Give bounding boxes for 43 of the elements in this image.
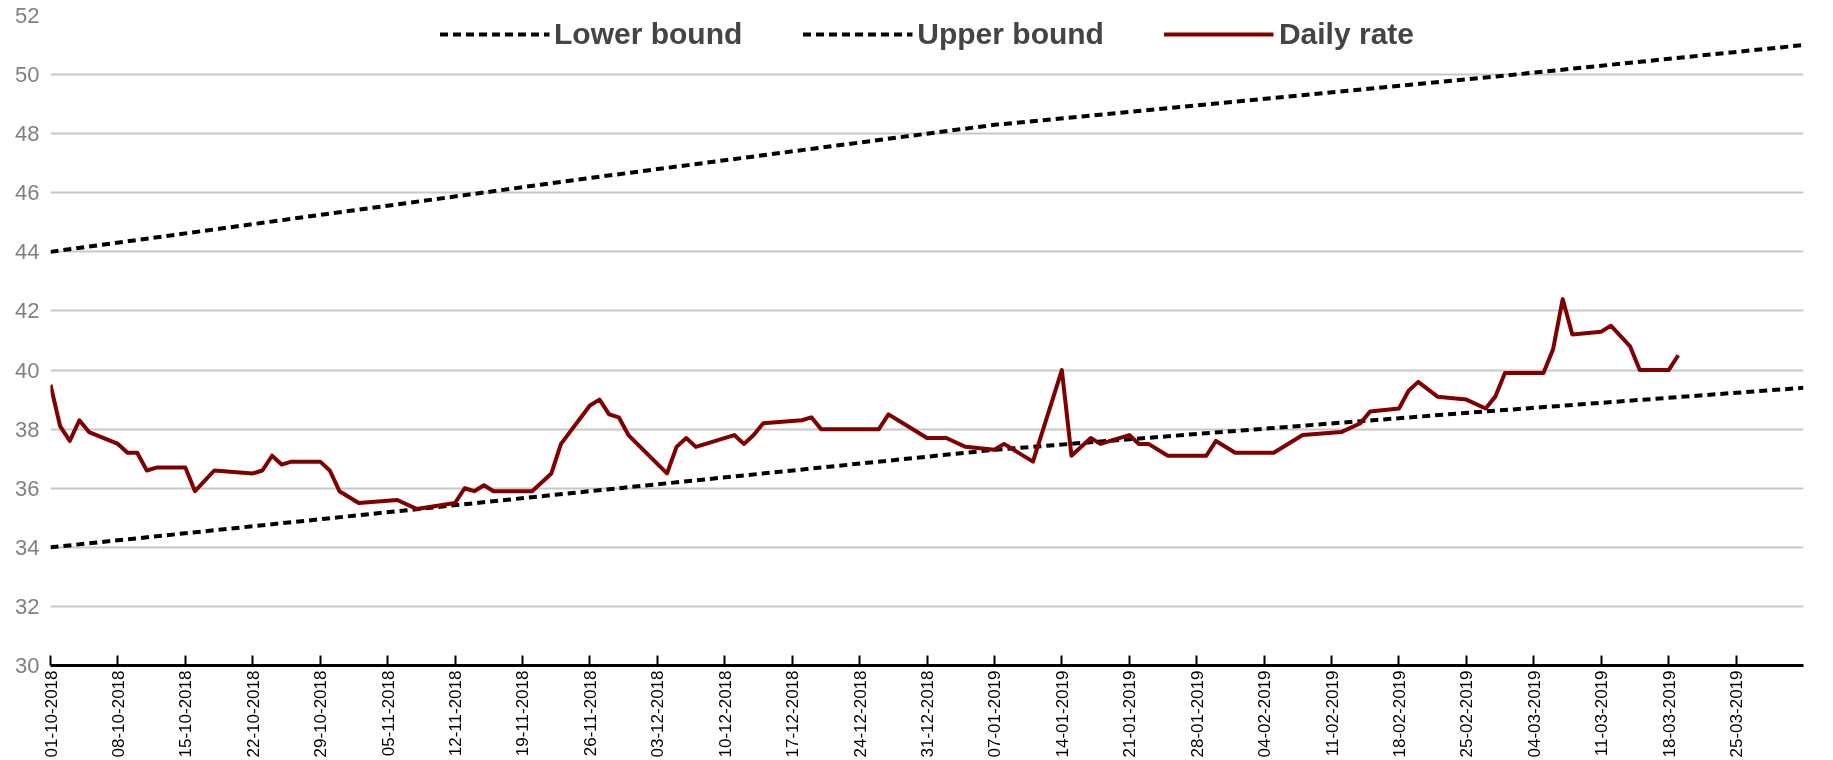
x-tick-label: 17-12-2018 [783, 670, 803, 758]
x-tick-label: 03-12-2018 [648, 670, 668, 758]
line-series [50, 297, 1681, 511]
y-tick-label: 40 [15, 357, 40, 383]
x-tick-label: 24-12-2018 [850, 670, 870, 758]
x-tick-label: 04-02-2019 [1255, 670, 1275, 758]
x-tick-label: 26-11-2018 [580, 670, 600, 757]
y-tick-label: 36 [15, 475, 40, 501]
x-tick-label: 12-11-2018 [446, 670, 466, 757]
y-tick-label: 46 [15, 180, 40, 206]
y-tick-label: 50 [15, 62, 40, 88]
x-tick-label: 19-11-2018 [513, 670, 533, 757]
line-series [50, 385, 1804, 550]
x-tick-label: 21-01-2019 [1120, 670, 1140, 758]
y-tick-label: 32 [15, 593, 40, 619]
x-tick-label: 25-02-2019 [1457, 670, 1477, 758]
x-tick-label: 10-12-2018 [715, 670, 735, 758]
x-tick-label: 18-02-2019 [1389, 670, 1409, 758]
x-tick-label: 18-03-2019 [1659, 670, 1679, 758]
x-tick-label: 07-01-2019 [985, 670, 1005, 758]
y-tick-label: 34 [15, 534, 40, 560]
x-tick-label: 14-01-2019 [1052, 670, 1072, 758]
x-tick-label: 05-11-2018 [378, 670, 398, 757]
x-tick-label: 11-03-2019 [1592, 670, 1612, 757]
y-tick-label: 52 [15, 3, 40, 28]
y-tick-label: 30 [15, 653, 40, 678]
x-tick-label: 08-10-2018 [108, 670, 128, 758]
y-tick-label: 42 [15, 298, 40, 324]
y-tick-label: 44 [15, 239, 40, 265]
x-tick-label: 15-10-2018 [176, 670, 196, 758]
legend-label: Upper bound [917, 17, 1104, 51]
x-tick-label: 11-02-2019 [1322, 670, 1342, 757]
y-tick-label: 38 [15, 416, 40, 442]
x-tick-label: 04-03-2019 [1524, 670, 1544, 758]
x-tick-label: 28-01-2019 [1187, 670, 1207, 758]
x-tick-label: 01-10-2018 [41, 670, 61, 758]
x-tick-label: 22-10-2018 [243, 670, 263, 758]
x-tick-label: 31-12-2018 [918, 670, 937, 758]
legend-label: Lower bound [553, 17, 743, 51]
legend-label: Daily rate [1278, 17, 1415, 51]
y-tick-label: 48 [15, 121, 40, 147]
x-tick-label: 25-03-2019 [1727, 670, 1747, 758]
x-tick-label: 29-10-2018 [311, 670, 331, 758]
